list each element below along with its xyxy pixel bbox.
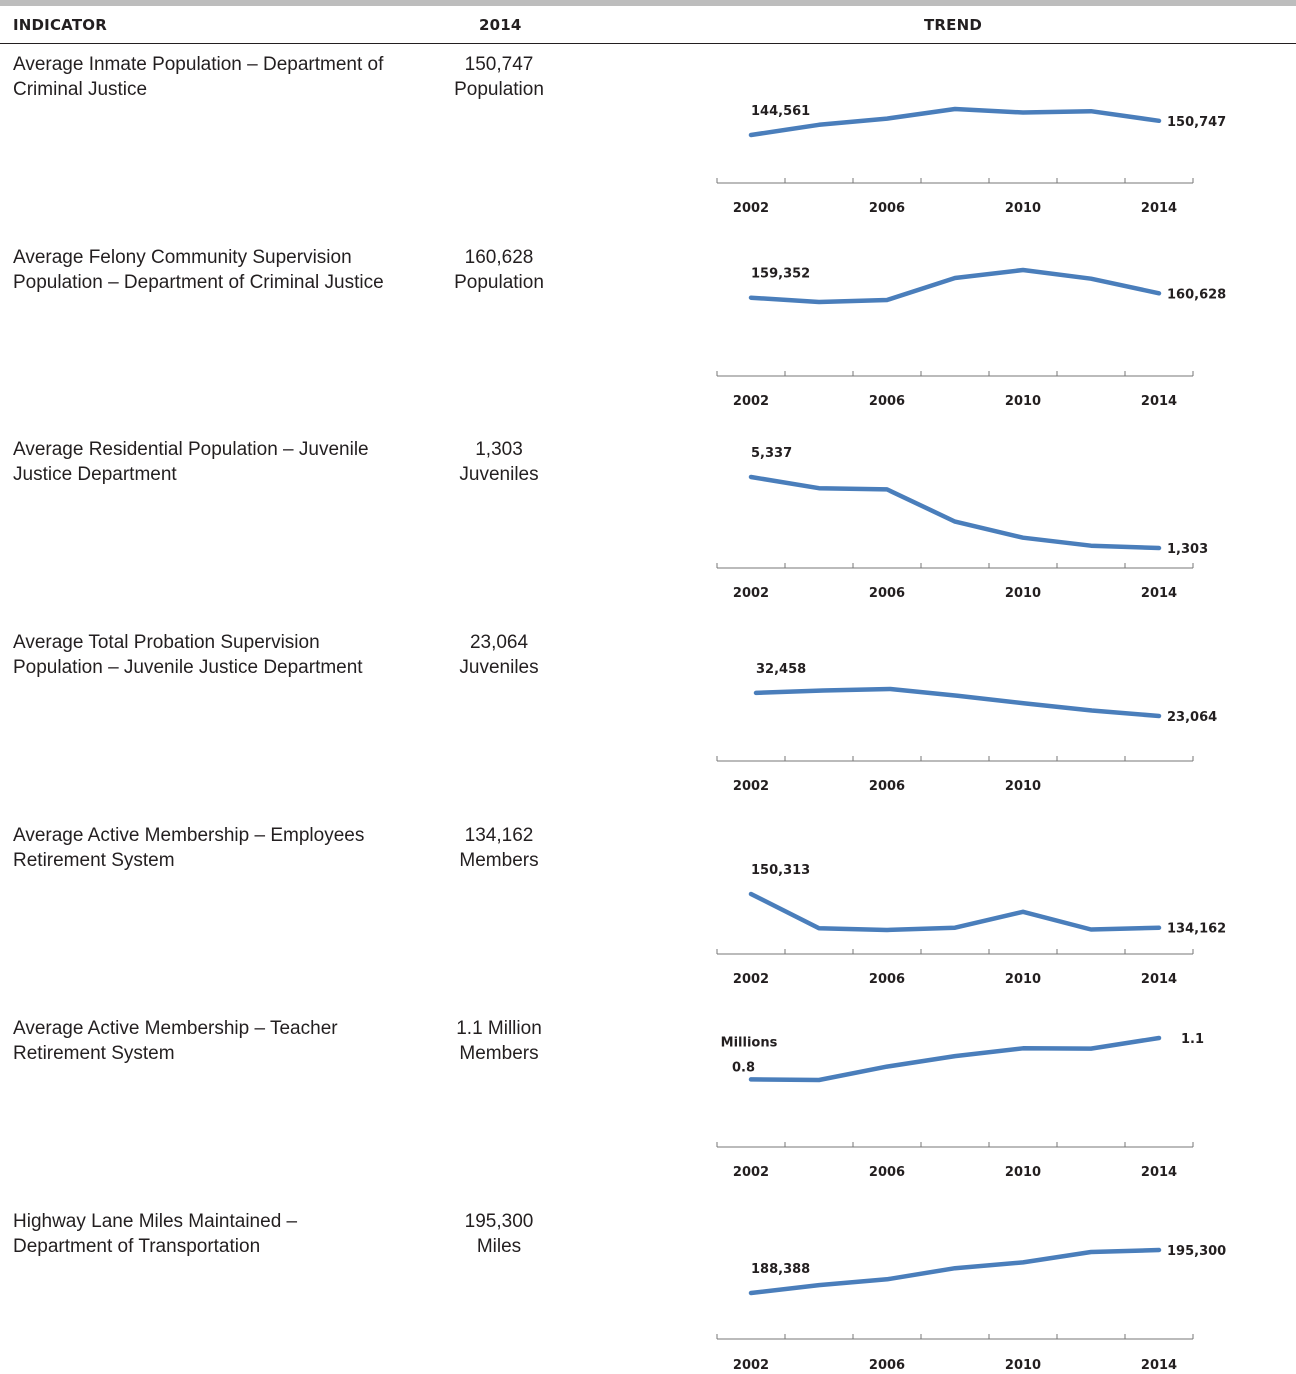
indicator-label: Average Active Membership – Employees Re… bbox=[13, 825, 365, 871]
trend-chart: 2002 2006 2010 2014 188,388 195,300 bbox=[716, 1244, 1226, 1373]
top-border-bar bbox=[0, 0, 1296, 6]
first-value-label: 32,458 bbox=[756, 662, 806, 677]
indicator-unit: Miles bbox=[476, 1235, 522, 1257]
trend-line bbox=[748, 474, 1162, 551]
last-value-label: 23,064 bbox=[1167, 710, 1217, 725]
last-value-label: 1.1 bbox=[1181, 1032, 1204, 1047]
first-value-label: 144,561 bbox=[751, 104, 810, 119]
x-tick-label: 2014 bbox=[1141, 201, 1177, 216]
trend-line bbox=[748, 267, 1162, 305]
indicator-unit: Members bbox=[459, 849, 539, 871]
indicator-label: Highway Lane Miles Maintained – Departme… bbox=[13, 1211, 298, 1257]
indicator-label: Average Residential Population – Juvenil… bbox=[13, 439, 369, 485]
indicator-value: 134,162 bbox=[464, 825, 534, 846]
first-value-label: 159,352 bbox=[751, 267, 810, 282]
x-tick-label: 2014 bbox=[1141, 1358, 1177, 1373]
trend-chart: 2002 2006 2010 2014 Millions 0.8 1.1 bbox=[716, 1032, 1204, 1180]
indicator-value: 195,300 bbox=[464, 1211, 534, 1232]
indicator-label: Average Total Probation Supervision Popu… bbox=[13, 632, 363, 678]
x-tick-label: 2006 bbox=[869, 394, 905, 409]
x-tick-label: 2014 bbox=[1141, 972, 1177, 987]
first-value-label: 0.8 bbox=[732, 1060, 755, 1075]
x-tick-label: 2010 bbox=[1005, 394, 1041, 409]
x-tick-label: 2014 bbox=[1141, 586, 1177, 601]
trend-line bbox=[748, 1035, 1162, 1083]
x-tick-label: 2002 bbox=[733, 394, 769, 409]
x-tick-label: 2010 bbox=[1005, 201, 1041, 216]
trend-chart: 2002 2006 2010 2014 5,337 1,303 bbox=[716, 446, 1208, 601]
trend-line bbox=[753, 686, 1162, 719]
x-tick-label: 2010 bbox=[1005, 586, 1041, 601]
indicator-label: Average Active Membership – Teacher Reti… bbox=[13, 1018, 338, 1064]
trend-line bbox=[748, 106, 1162, 138]
indicator-unit: Population bbox=[454, 78, 544, 100]
unit-label: Millions bbox=[721, 1035, 778, 1050]
trend-chart: 2002 2006 2010 32,458 23,064 bbox=[716, 662, 1217, 794]
column-header-indicator: INDICATOR bbox=[13, 16, 107, 34]
x-tick-label: 2006 bbox=[869, 1165, 905, 1180]
last-value-label: 134,162 bbox=[1167, 922, 1226, 937]
x-tick-label: 2002 bbox=[733, 1358, 769, 1373]
trend-chart: 2002 2006 2010 2014 144,561 150,747 bbox=[716, 104, 1226, 216]
last-value-label: 195,300 bbox=[1167, 1244, 1226, 1259]
trend-chart: 2002 2006 2010 2014 150,313 134,162 bbox=[716, 863, 1226, 987]
x-tick-label: 2006 bbox=[869, 201, 905, 216]
x-tick-label: 2010 bbox=[1005, 1358, 1041, 1373]
x-tick-label: 2014 bbox=[1141, 394, 1177, 409]
first-value-label: 188,388 bbox=[751, 1262, 810, 1277]
x-tick-label: 2006 bbox=[869, 972, 905, 987]
x-tick-label: 2002 bbox=[733, 972, 769, 987]
trend-chart: 2002 2006 2010 2014 159,352 160,628 bbox=[716, 267, 1226, 409]
indicator-value: 23,064 bbox=[469, 632, 529, 653]
indicator-value: 150,747 bbox=[464, 54, 534, 75]
x-tick-label: 2006 bbox=[869, 779, 905, 794]
indicator-unit: Population bbox=[454, 271, 544, 293]
x-tick-label: 2014 bbox=[1141, 1165, 1177, 1180]
last-value-label: 160,628 bbox=[1167, 287, 1226, 302]
indicator-label: Average Felony Community Supervision Pop… bbox=[13, 247, 384, 293]
column-header-trend: TREND bbox=[924, 16, 983, 34]
x-tick-label: 2002 bbox=[733, 586, 769, 601]
indicator-value: 1.1 Million bbox=[456, 1018, 542, 1039]
x-tick-label: 2002 bbox=[733, 779, 769, 794]
indicator-value: 1,303 bbox=[475, 439, 523, 460]
column-header-year: 2014 bbox=[479, 16, 522, 34]
x-tick-label: 2006 bbox=[869, 586, 905, 601]
last-value-label: 1,303 bbox=[1167, 542, 1208, 557]
first-value-label: 5,337 bbox=[751, 446, 792, 461]
trend-line bbox=[748, 1247, 1162, 1296]
indicator-unit: Juveniles bbox=[459, 463, 539, 485]
indicator-label: Average Inmate Population – Department o… bbox=[13, 54, 384, 100]
header-divider bbox=[0, 43, 1296, 44]
trend-line bbox=[748, 891, 1162, 933]
indicator-unit: Members bbox=[459, 1042, 539, 1064]
indicator-unit: Juveniles bbox=[459, 656, 539, 678]
x-tick-label: 2010 bbox=[1005, 779, 1041, 794]
x-tick-label: 2002 bbox=[733, 1165, 769, 1180]
x-tick-label: 2006 bbox=[869, 1358, 905, 1373]
first-value-label: 150,313 bbox=[751, 863, 810, 878]
x-tick-label: 2010 bbox=[1005, 1165, 1041, 1180]
last-value-label: 150,747 bbox=[1167, 115, 1226, 130]
x-tick-label: 2002 bbox=[733, 201, 769, 216]
indicator-value: 160,628 bbox=[464, 247, 534, 268]
x-tick-label: 2010 bbox=[1005, 972, 1041, 987]
